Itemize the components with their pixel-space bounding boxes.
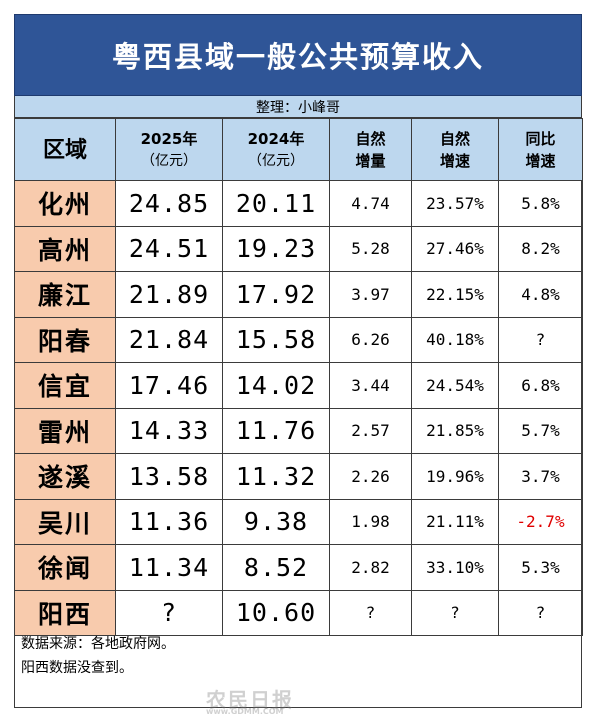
- natural-increase-cell: 2.26: [329, 453, 412, 500]
- table-row: 廉江 21.89 17.92 3.97 22.15% 4.8%: [14, 271, 583, 318]
- value-2024-cell: 8.52: [222, 544, 330, 591]
- natural-rate-cell: 33.10%: [411, 544, 499, 591]
- yoy-rate-cell: ?: [498, 316, 583, 363]
- watermark-url: www.GDMM.COM: [206, 707, 284, 716]
- natural-increase-cell: ?: [329, 589, 412, 636]
- natural-increase-cell: 3.97: [329, 271, 412, 318]
- region-cell: 徐闻: [14, 544, 116, 591]
- watermark-logo: 农民日报 www.GDMM.COM: [206, 684, 406, 716]
- natural-increase-cell: 2.57: [329, 407, 412, 454]
- header-yoy-rate: 同比 增速: [498, 118, 583, 181]
- natural-rate-cell: 21.11%: [411, 498, 499, 545]
- value-2024-cell: 17.92: [222, 271, 330, 318]
- value-2025-cell: 24.51: [115, 225, 223, 272]
- yoy-rate-cell: 8.2%: [498, 225, 583, 272]
- yoy-rate-cell: 5.8%: [498, 180, 583, 227]
- header-natural-increase-line2: 增量: [355, 151, 386, 170]
- value-2025-cell: 14.33: [115, 407, 223, 454]
- region-cell: 信宜: [14, 362, 116, 409]
- header-2024-unit: （亿元）: [248, 152, 304, 169]
- natural-rate-cell: 40.18%: [411, 316, 499, 363]
- region-cell: 吴川: [14, 498, 116, 545]
- page-title: 粤西县域一般公共预算收入: [14, 14, 582, 96]
- value-2025-cell: 17.46: [115, 362, 223, 409]
- value-2024-cell: 20.11: [222, 180, 330, 227]
- value-2025-cell: 21.84: [115, 316, 223, 363]
- region-cell: 廉江: [14, 271, 116, 318]
- header-2024: 2024年 （亿元）: [222, 118, 330, 181]
- revenue-table: 区域 2025年 （亿元） 2024年 （亿元） 自然 增量 自然 增速 同比 …: [14, 118, 583, 636]
- region-cell: 高州: [14, 225, 116, 272]
- table-row: 阳西 ? 10.60 ? ? ?: [14, 589, 583, 636]
- value-2024-cell: 9.38: [222, 498, 330, 545]
- region-cell: 雷州: [14, 407, 116, 454]
- header-yoy-rate-line1: 同比: [525, 129, 556, 148]
- value-2025-cell: 11.34: [115, 544, 223, 591]
- natural-rate-cell: 21.85%: [411, 407, 499, 454]
- natural-rate-cell: 22.15%: [411, 271, 499, 318]
- footnotes: 数据来源：各地政府网。 阳西数据没查到。: [14, 622, 582, 708]
- value-2024-cell: 15.58: [222, 316, 330, 363]
- yoy-rate-cell-negative: -2.7%: [498, 498, 583, 545]
- table-row: 雷州 14.33 11.76 2.57 21.85% 5.7%: [14, 407, 583, 454]
- natural-rate-cell: 19.96%: [411, 453, 499, 500]
- region-cell: 遂溪: [14, 453, 116, 500]
- header-natural-rate-line1: 自然: [439, 129, 470, 148]
- watermark-text: 农民日报: [206, 688, 294, 712]
- table-row: 阳春 21.84 15.58 6.26 40.18% ?: [14, 316, 583, 363]
- yoy-rate-cell: ?: [498, 589, 583, 636]
- value-2025-cell: 21.89: [115, 271, 223, 318]
- natural-rate-cell: 23.57%: [411, 180, 499, 227]
- value-2025-cell: 13.58: [115, 453, 223, 500]
- table-row: 徐闻 11.34 8.52 2.82 33.10% 5.3%: [14, 544, 583, 591]
- header-natural-increase-line1: 自然: [355, 129, 386, 148]
- table-row: 吴川 11.36 9.38 1.98 21.11% -2.7%: [14, 498, 583, 545]
- value-2024-cell: 11.32: [222, 453, 330, 500]
- value-2024-cell: 11.76: [222, 407, 330, 454]
- natural-rate-cell: 24.54%: [411, 362, 499, 409]
- source-note: 数据来源：各地政府网。: [21, 636, 175, 652]
- natural-increase-cell: 1.98: [329, 498, 412, 545]
- yoy-rate-cell: 5.7%: [498, 407, 583, 454]
- value-2024-cell: 19.23: [222, 225, 330, 272]
- natural-increase-cell: 3.44: [329, 362, 412, 409]
- region-cell: 阳春: [14, 316, 116, 363]
- yoy-rate-cell: 4.8%: [498, 271, 583, 318]
- table-row: 信宜 17.46 14.02 3.44 24.54% 6.8%: [14, 362, 583, 409]
- header-natural-rate-line2: 增速: [439, 151, 470, 170]
- region-cell: 化州: [14, 180, 116, 227]
- header-2025: 2025年 （亿元）: [115, 118, 223, 181]
- natural-increase-cell: 4.74: [329, 180, 412, 227]
- header-2025-unit: （亿元）: [141, 152, 197, 169]
- value-2025-cell: ?: [115, 589, 223, 636]
- table-row: 化州 24.85 20.11 4.74 23.57% 5.8%: [14, 180, 583, 227]
- header-natural-rate: 自然 增速: [411, 118, 499, 181]
- author-credit: 整理：小峰哥: [14, 96, 582, 118]
- missing-data-note: 阳西数据没查到。: [21, 660, 133, 676]
- value-2024-cell: 10.60: [222, 589, 330, 636]
- value-2024-cell: 14.02: [222, 362, 330, 409]
- yoy-rate-cell: 6.8%: [498, 362, 583, 409]
- natural-rate-cell: 27.46%: [411, 225, 499, 272]
- region-cell: 阳西: [14, 589, 116, 636]
- natural-increase-cell: 5.28: [329, 225, 412, 272]
- yoy-rate-cell: 3.7%: [498, 453, 583, 500]
- value-2025-cell: 11.36: [115, 498, 223, 545]
- table-row: 遂溪 13.58 11.32 2.26 19.96% 3.7%: [14, 453, 583, 500]
- header-2025-label: 2025年: [140, 129, 198, 148]
- natural-increase-cell: 6.26: [329, 316, 412, 363]
- natural-increase-cell: 2.82: [329, 544, 412, 591]
- table-row: 高州 24.51 19.23 5.28 27.46% 8.2%: [14, 225, 583, 272]
- header-natural-increase: 自然 增量: [329, 118, 412, 181]
- value-2025-cell: 24.85: [115, 180, 223, 227]
- header-2024-label: 2024年: [247, 129, 305, 148]
- header-region: 区域: [14, 118, 116, 181]
- yoy-rate-cell: 5.3%: [498, 544, 583, 591]
- header-yoy-rate-line2: 增速: [525, 151, 556, 170]
